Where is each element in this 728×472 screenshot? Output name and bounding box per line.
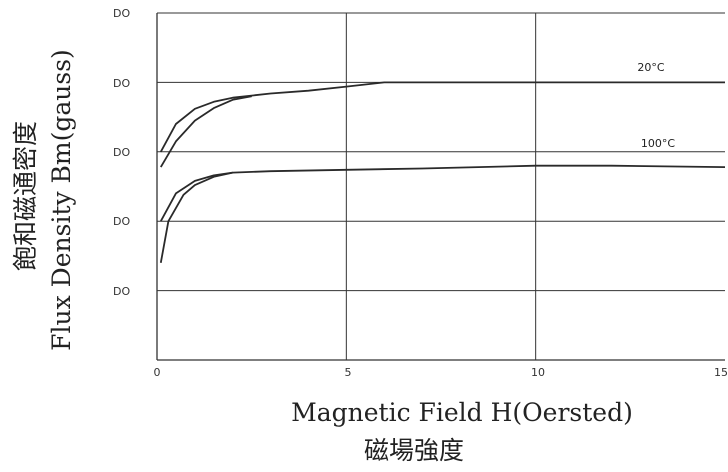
y-axis-title-cjk: 飽和磁通密度 xyxy=(11,121,40,271)
series-line-2 xyxy=(160,164,726,222)
series-line-0 xyxy=(160,81,725,153)
x-tick-label: 10 xyxy=(531,366,545,379)
x-tick-label: 5 xyxy=(345,366,352,379)
y-tick-label: DO xyxy=(113,7,130,20)
annotation-20c: 20°C xyxy=(637,61,664,74)
x-axis-title-cjk: 磁場強度 xyxy=(364,436,464,465)
series-layer xyxy=(159,81,726,263)
series-line-3 xyxy=(159,171,233,263)
y-tick-label: DO xyxy=(113,146,130,159)
x-tick-label: 15 xyxy=(714,366,728,379)
series-line-1 xyxy=(160,95,252,168)
y-tick-label: DO xyxy=(113,77,130,90)
x-axis-title: Magnetic Field H(Oersted) xyxy=(291,398,633,427)
y-axis-title: Flux Density Bm(gauss) xyxy=(47,49,76,351)
x-tick-labels: 0 5 10 15 xyxy=(154,366,728,379)
y-tick-label: DO xyxy=(113,215,130,228)
y-tick-labels: DO DO DO DO DO xyxy=(113,7,130,298)
annotation-100c: 100°C xyxy=(641,137,675,150)
y-tick-label: DO xyxy=(113,285,130,298)
x-tick-label: 0 xyxy=(154,366,161,379)
